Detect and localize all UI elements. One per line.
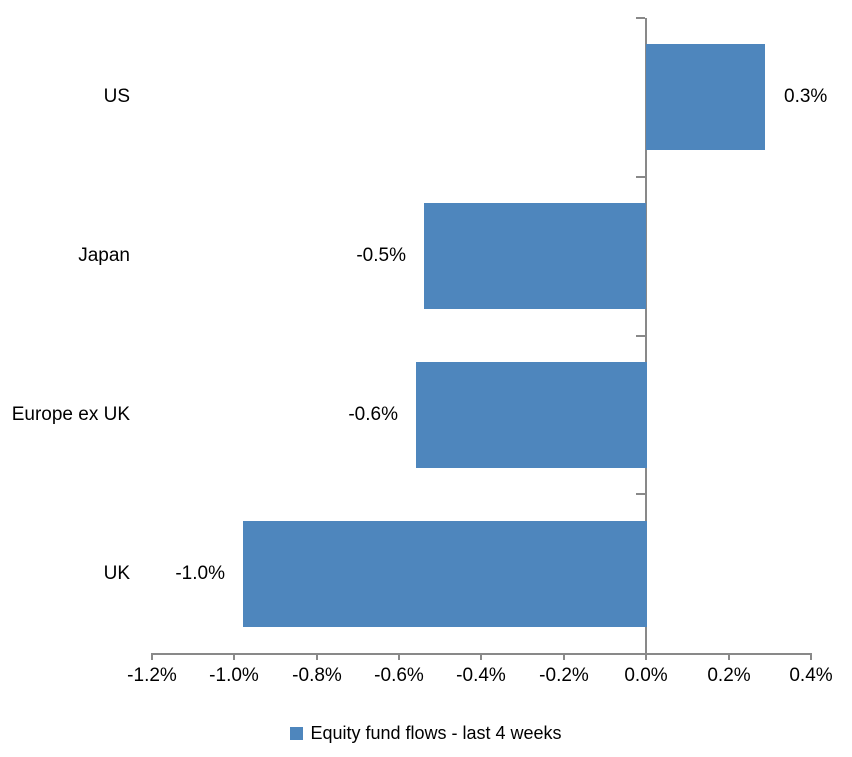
- x-axis-tick-label: 0.0%: [624, 665, 668, 686]
- category-boundary-tick: [636, 493, 645, 495]
- x-axis-tick-label: 0.2%: [707, 665, 751, 686]
- legend-label: Equity fund flows - last 4 weeks: [310, 723, 562, 743]
- category-boundary-tick: [636, 176, 645, 178]
- x-axis-tick: [728, 653, 730, 660]
- bar-value-label: -1.0%: [175, 563, 225, 584]
- category-label: Europe ex UK: [11, 404, 130, 425]
- category-boundary-tick: [636, 335, 645, 337]
- bar: [243, 521, 647, 627]
- category-label: US: [103, 86, 130, 107]
- zero-axis-line: [645, 18, 647, 660]
- x-axis-tick-label: -0.8%: [292, 665, 342, 686]
- x-axis-tick: [151, 653, 153, 660]
- x-axis-tick: [480, 653, 482, 660]
- category-label: Japan: [78, 245, 130, 266]
- legend: Equity fund flows - last 4 weeks: [0, 720, 852, 746]
- bar-value-label: 0.3%: [784, 86, 828, 107]
- legend-marker-icon: [290, 726, 304, 740]
- bar-value-label: -0.5%: [356, 245, 406, 266]
- bar-value-label: -0.6%: [348, 404, 398, 425]
- x-axis-tick: [563, 653, 565, 660]
- x-axis-tick: [233, 653, 235, 660]
- x-axis-tick-label: -1.2%: [127, 665, 177, 686]
- category-label: UK: [103, 563, 130, 584]
- x-axis-tick: [645, 653, 647, 660]
- bar: [424, 203, 646, 309]
- x-axis-tick: [316, 653, 318, 660]
- x-axis-tick-label: -1.0%: [209, 665, 259, 686]
- x-axis-tick-label: -0.6%: [374, 665, 424, 686]
- bar: [646, 44, 765, 150]
- x-axis-tick-label: -0.2%: [539, 665, 589, 686]
- category-boundary-tick: [636, 17, 645, 19]
- x-axis-tick-label: -0.4%: [456, 665, 506, 686]
- x-axis-tick: [810, 653, 812, 660]
- x-axis-tick: [398, 653, 400, 660]
- bar: [416, 362, 647, 468]
- x-axis-tick-label: 0.4%: [789, 665, 833, 686]
